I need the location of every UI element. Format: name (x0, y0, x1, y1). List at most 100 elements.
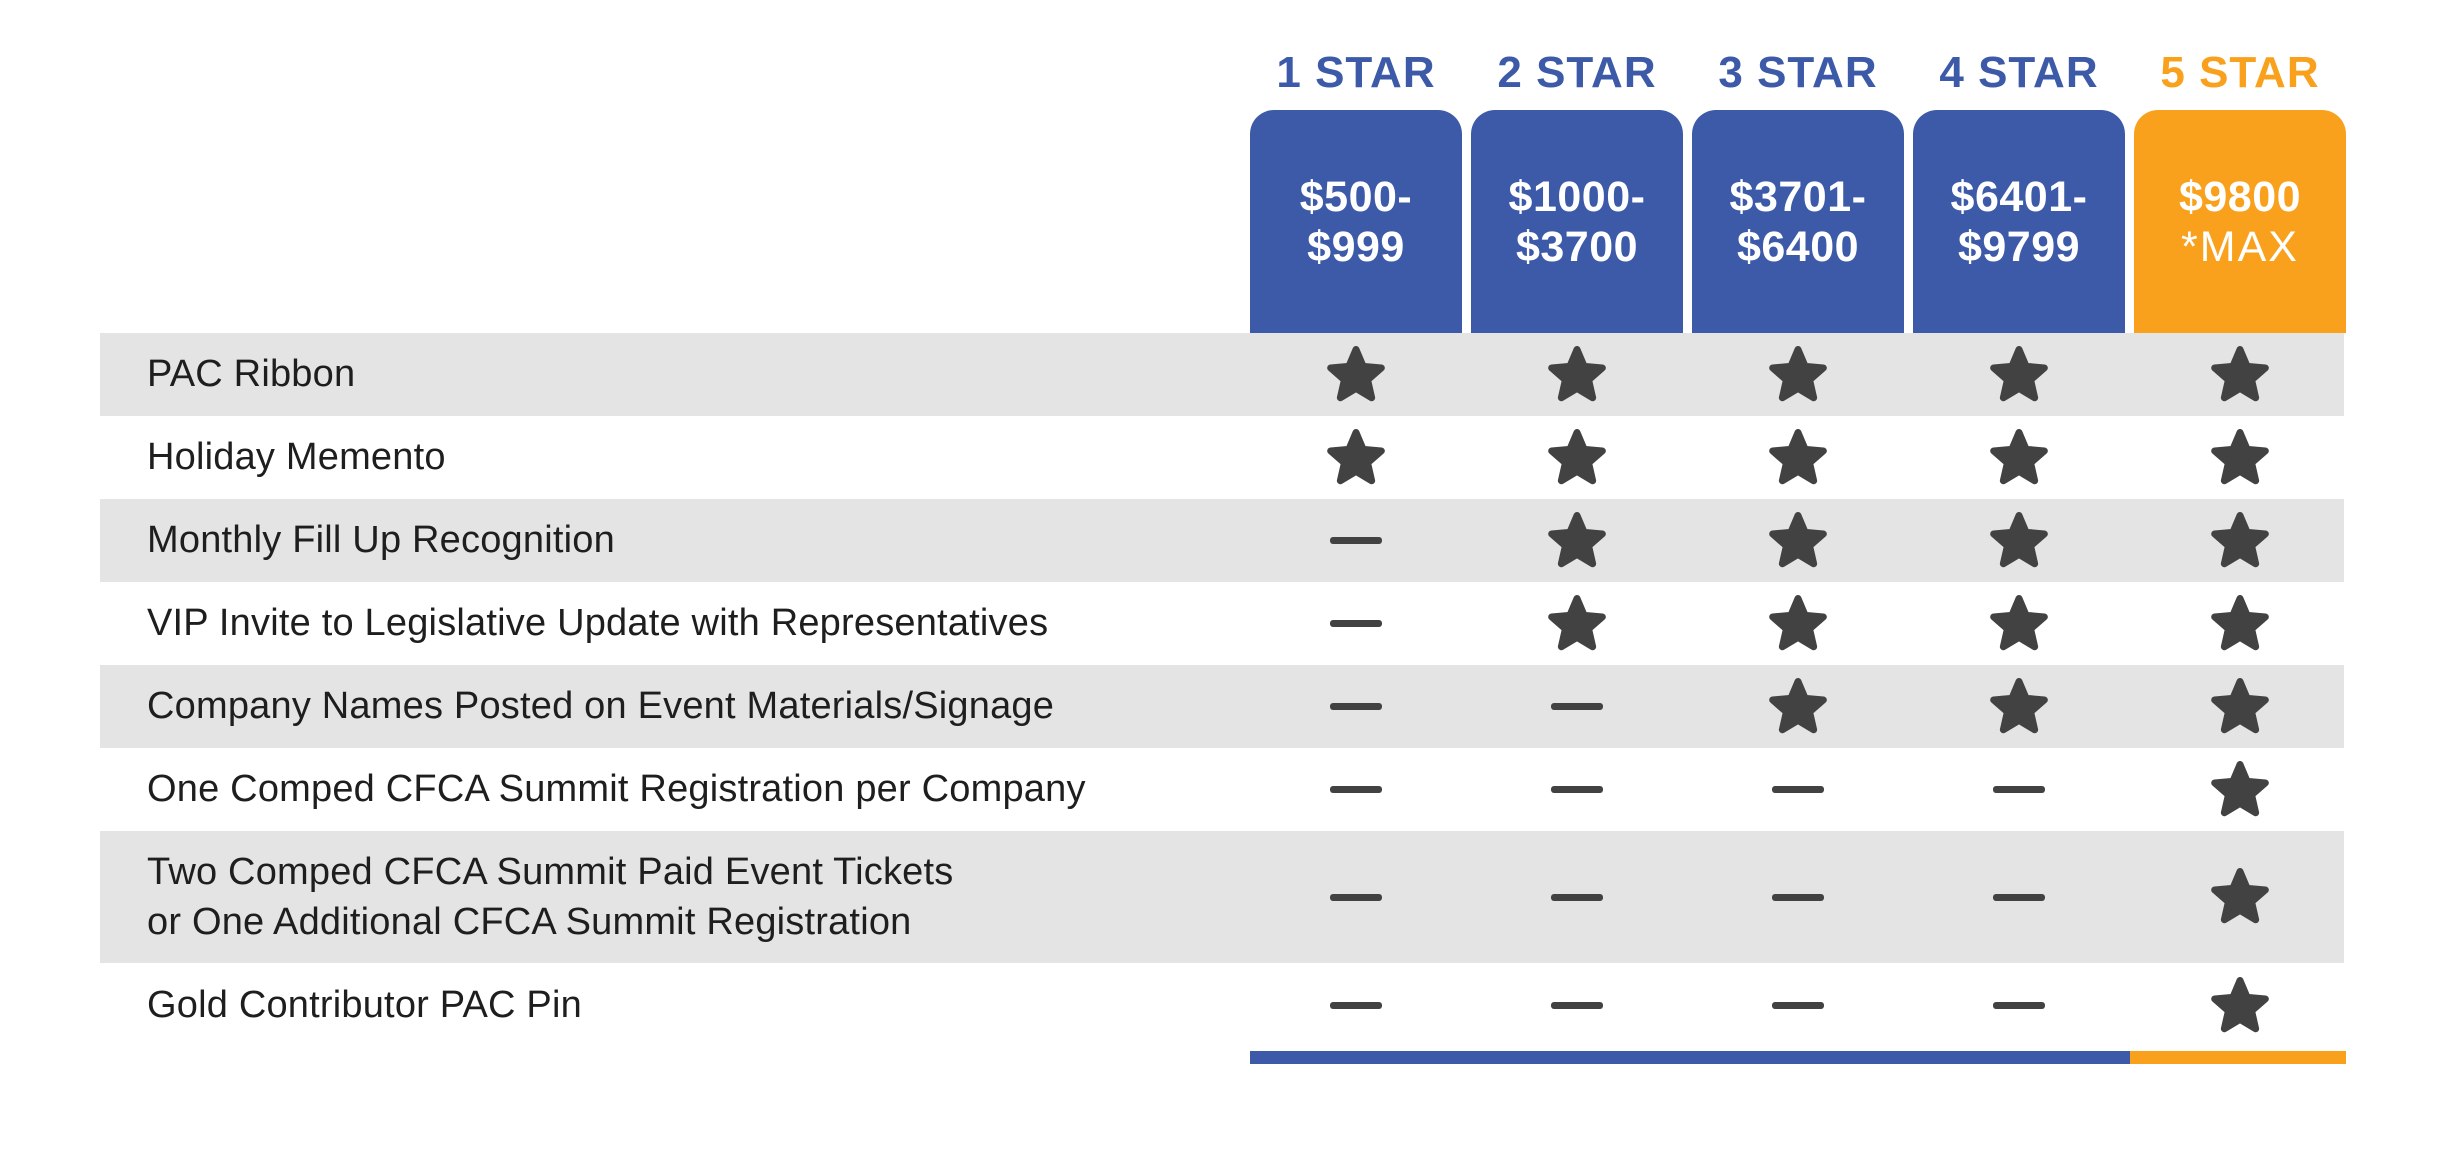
row-label: Gold Contributor PAC Pin (147, 984, 582, 1027)
dash-icon (1551, 1002, 1603, 1009)
benefit-cell (1250, 416, 1462, 499)
column-header-3-star: 3 STAR (1718, 48, 1878, 97)
benefit-cell (1250, 748, 1462, 831)
benefit-cell (1471, 963, 1683, 1048)
table-row: Monthly Fill Up Recognition (100, 499, 2344, 582)
benefit-cell (1471, 416, 1683, 499)
star-icon (1327, 428, 1385, 484)
benefit-cell (1913, 963, 2125, 1048)
benefit-cell (1692, 582, 1904, 665)
benefit-cell (1471, 831, 1683, 963)
benefit-cell (2134, 582, 2346, 665)
table-row: Company Names Posted on Event Materials/… (100, 665, 2344, 748)
table-row: Two Comped CFCA Summit Paid Event Ticket… (100, 831, 2344, 963)
star-icon (2211, 428, 2269, 484)
benefit-cell (1250, 963, 1462, 1048)
benefit-cell (1692, 333, 1904, 416)
tier-card-1-star: $500- $999 (1250, 110, 1462, 333)
star-icon (1990, 594, 2048, 650)
star-icon (1548, 428, 1606, 484)
table-row: Gold Contributor PAC Pin (100, 963, 2344, 1048)
dash-icon (1551, 703, 1603, 710)
star-icon (2211, 760, 2269, 816)
star-icon (1548, 345, 1606, 401)
tier-price-range-line1: $9800 (2178, 172, 2302, 221)
star-icon (2211, 868, 2269, 924)
benefit-cell (1913, 582, 2125, 665)
dash-icon (1330, 893, 1382, 901)
dash-icon (1993, 1002, 2045, 1009)
benefit-cell (1692, 499, 1904, 582)
table-row: PAC Ribbon (100, 333, 2344, 416)
benefit-cell (1913, 499, 2125, 582)
row-label: Company Names Posted on Event Materials/… (147, 685, 1055, 728)
benefit-cell (1250, 499, 1462, 582)
dash-icon (1330, 537, 1382, 544)
benefit-cell (1471, 333, 1683, 416)
tier-price-range-line2: *MAX (2181, 222, 2299, 271)
star-icon (1327, 345, 1385, 401)
row-label: PAC Ribbon (147, 353, 356, 396)
dash-icon (1330, 786, 1382, 793)
benefit-cell (1913, 416, 2125, 499)
benefit-cell (1692, 665, 1904, 748)
row-label: One Comped CFCA Summit Registration per … (147, 768, 1086, 811)
benefit-cell (1250, 582, 1462, 665)
benefit-cell (2134, 963, 2346, 1048)
row-label: Two Comped CFCA Summit Paid Event Ticket… (147, 850, 954, 943)
star-icon (1769, 428, 1827, 484)
benefit-cell (1913, 831, 2125, 963)
tier-card-4-star: $6401- $9799 (1913, 110, 2125, 333)
star-icon (1990, 428, 2048, 484)
star-icon (2211, 677, 2269, 733)
star-icon (1769, 345, 1827, 401)
dash-icon (1772, 893, 1824, 901)
tier-card-3-star: $3701- $6400 (1692, 110, 1904, 333)
dash-icon (1551, 786, 1603, 793)
star-icon (1990, 345, 2048, 401)
benefit-cell (1913, 665, 2125, 748)
footer-bar-blue-segment (1250, 1051, 2130, 1064)
benefit-cell (1692, 963, 1904, 1048)
tier-card-2-star: $1000- $3700 (1471, 110, 1683, 333)
dash-icon (1772, 786, 1824, 793)
benefit-cell (1250, 665, 1462, 748)
tier-price-range-line2: $9799 (1957, 222, 2081, 271)
tier-price-range-line1: $3701- (1729, 172, 1867, 221)
star-icon (1769, 677, 1827, 733)
star-icon (2211, 345, 2269, 401)
row-label: Monthly Fill Up Recognition (147, 519, 615, 562)
benefit-cell (1913, 748, 2125, 831)
benefit-cell (1471, 499, 1683, 582)
benefit-cell (1471, 582, 1683, 665)
benefit-cell (1692, 831, 1904, 963)
benefit-cell (2134, 748, 2346, 831)
dash-icon (1772, 1002, 1824, 1009)
row-label: Holiday Memento (147, 436, 446, 479)
dash-icon (1330, 703, 1382, 710)
star-icon (2211, 511, 2269, 567)
benefit-cell (2134, 333, 2346, 416)
column-header-1-star: 1 STAR (1276, 48, 1436, 97)
tier-price-range-line1: $500- (1299, 172, 1413, 221)
benefit-cell (1471, 665, 1683, 748)
table-row: Holiday Memento (100, 416, 2344, 499)
star-icon (1769, 594, 1827, 650)
dash-icon (1330, 620, 1382, 627)
table-row: One Comped CFCA Summit Registration per … (100, 748, 2344, 831)
star-icon (1548, 594, 1606, 650)
benefit-cell (1692, 416, 1904, 499)
footer-bar-orange-segment (2130, 1051, 2346, 1064)
tier-price-range-line1: $6401- (1950, 172, 2088, 221)
dash-icon (1993, 786, 2045, 793)
table-row: VIP Invite to Legislative Update with Re… (100, 582, 2344, 665)
star-icon (1769, 511, 1827, 567)
dash-icon (1330, 1002, 1382, 1009)
dash-icon (1993, 893, 2045, 901)
star-icon (1548, 511, 1606, 567)
benefit-cell (2134, 831, 2346, 963)
column-header-5-star: 5 STAR (2160, 48, 2320, 97)
tier-price-range-line2: $999 (1307, 222, 1405, 271)
benefit-cell (1913, 333, 2125, 416)
benefit-cell (2134, 416, 2346, 499)
